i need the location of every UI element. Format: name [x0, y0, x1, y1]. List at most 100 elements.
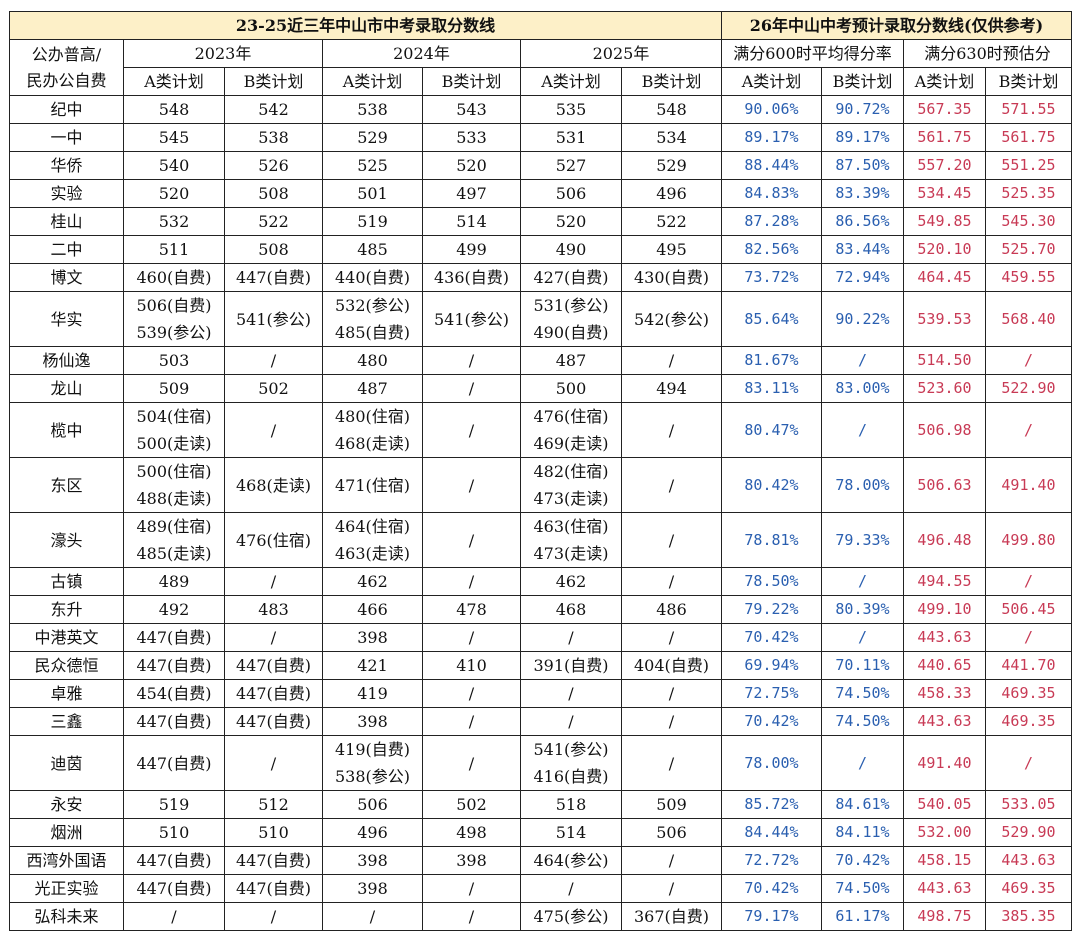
score-value: /: [568, 879, 574, 898]
score-value: 494: [656, 379, 687, 398]
plan-b-header: B类计划: [821, 67, 904, 96]
score-value: 499: [456, 240, 487, 259]
score-2023-a-cell: 503: [123, 346, 225, 375]
estimate-a-cell: 443.63: [903, 874, 986, 903]
score-value: 468(走读): [235, 475, 312, 495]
score-2023-b-cell: 522: [224, 207, 323, 236]
score-value: 548: [656, 100, 687, 119]
school-name-cell: 卓雅: [9, 679, 124, 708]
rate-a-cell: 85.72%: [721, 790, 822, 819]
rate-a-cell: 84.83%: [721, 179, 822, 208]
rate-a-cell: 70.42%: [721, 623, 822, 652]
score-2025-a-cell: /: [520, 623, 622, 652]
score-value: /: [270, 420, 277, 440]
score-2024-a-cell: 462: [322, 567, 423, 596]
score-value: 509: [656, 795, 687, 814]
rate-a-cell: 70.42%: [721, 707, 822, 736]
score-value: /: [270, 351, 277, 370]
score-2025-b-cell: /: [621, 874, 722, 903]
rate-a-cell: 85.64%: [721, 291, 822, 347]
score-2024-b-cell: 499: [422, 235, 521, 264]
score-2023-a-cell: 520: [123, 179, 225, 208]
score-2025-b-cell: 509: [621, 790, 722, 819]
rate-b-cell: 74.50%: [821, 707, 904, 736]
school-name-cell: 杨仙逸: [9, 346, 124, 375]
score-2024-b-cell: /: [422, 402, 521, 458]
score-2023-a-cell: 447(自费): [123, 623, 225, 652]
score-2023-b-cell: 508: [224, 235, 323, 264]
rate-a-cell: 72.72%: [721, 846, 822, 875]
score-2023-a-cell: 509: [123, 374, 225, 403]
score-2023-a-cell: 447(自费): [123, 735, 225, 791]
plan-b-header: B类计划: [985, 67, 1072, 96]
score-2025-a-cell: 463(住宿) 473(走读): [520, 512, 622, 568]
score-value: 476(住宿): [235, 530, 312, 550]
rate-a-cell: 69.94%: [721, 651, 822, 680]
score-2025-a-cell: /: [520, 874, 622, 903]
score-2025-b-cell: /: [621, 679, 722, 708]
score-value: 520: [158, 184, 190, 203]
score-2024-a-cell: 480(住宿) 468(走读): [322, 402, 423, 458]
school-name-cell: 实验: [9, 179, 124, 208]
score-value: /: [171, 907, 177, 926]
score-2023-a-cell: 489(住宿) 485(走读): [123, 512, 225, 568]
rate-a-cell: 79.17%: [721, 902, 822, 931]
score-value: 487: [357, 379, 388, 398]
table-row: 二中 511 508 485 499 490 495 82.56% 83.44% 520.10 52…: [9, 235, 1072, 264]
score-2024-a-cell: 538: [322, 95, 423, 124]
score-2025-b-cell: /: [621, 567, 722, 596]
score-value: 518: [555, 795, 587, 814]
score-value: 531: [555, 128, 587, 147]
score-value: 473(走读): [533, 544, 609, 563]
score-2025-b-cell: 529: [621, 151, 722, 180]
score-2024-b-cell: /: [422, 735, 521, 791]
rate-a-cell: 88.44%: [721, 151, 822, 180]
score-value: /: [668, 572, 675, 591]
score-value: 404(自费): [633, 656, 710, 675]
rate-b-cell: 79.33%: [821, 512, 904, 568]
estimate-header: 满分630时预估分: [903, 39, 1072, 68]
score-value: 447(自费): [136, 712, 212, 731]
score-value: 495: [656, 240, 687, 259]
score-value: 416(自费): [533, 767, 609, 786]
score-2025-b-cell: /: [621, 512, 722, 568]
score-2025-a-cell: 531: [520, 123, 622, 152]
score-value: 475(参公): [533, 907, 609, 926]
rate-a-cell: 80.42%: [721, 457, 822, 513]
score-2023-a-cell: 532: [123, 207, 225, 236]
table-row: 榄中 504(住宿) 500(走读)/480(住宿) 468(走读)/476(住宿) 4…: [9, 402, 1072, 458]
score-value: /: [468, 684, 475, 703]
score-value: 419: [357, 684, 388, 703]
score-value: 468(走读): [334, 434, 411, 453]
score-value: 398: [357, 851, 388, 870]
score-2025-a-cell: 535: [520, 95, 622, 124]
score-value: 469(走读): [533, 434, 609, 453]
score-value: /: [668, 684, 675, 703]
estimate-b-cell: 571.55: [985, 95, 1072, 124]
score-value: /: [668, 753, 675, 773]
plan-a-header: A类计划: [520, 67, 622, 96]
score-value: 480(住宿): [334, 407, 411, 426]
score-2025-b-cell: 486: [621, 595, 722, 624]
score-value: 485(自费): [334, 323, 411, 342]
score-2024-a-cell: 519: [322, 207, 423, 236]
score-value: 440(自费): [334, 268, 411, 287]
score-value: 531(参公): [533, 296, 609, 315]
school-name-cell: 民众德恒: [9, 651, 124, 680]
score-2024-b-cell: 541(参公): [422, 291, 521, 347]
score-2023-a-cell: 447(自费): [123, 846, 225, 875]
score-value: 532(参公): [334, 296, 411, 315]
score-value: 512: [258, 795, 289, 814]
score-value: 447(自费): [136, 851, 212, 870]
score-value: 447(自费): [235, 684, 312, 703]
table-row: 东升 492 483 466 478 468 486 79.22% 80.39% 499.10 50…: [9, 595, 1072, 624]
score-value: 496: [357, 823, 388, 842]
score-2023-b-cell: /: [224, 402, 323, 458]
score-value: 506(自费): [136, 296, 212, 315]
table-row: 民众德恒 447(自费) 447(自费) 421 410 391(自费) 404(自费) 69…: [9, 651, 1072, 680]
score-value: 508: [258, 240, 289, 259]
score-value: 540: [158, 156, 190, 175]
score-value: 398: [357, 712, 388, 731]
rate-a-cell: 90.06%: [721, 95, 822, 124]
table-row: 永安 519 512 506 502 518 509 85.72% 84.61% 540.05 53…: [9, 790, 1072, 819]
